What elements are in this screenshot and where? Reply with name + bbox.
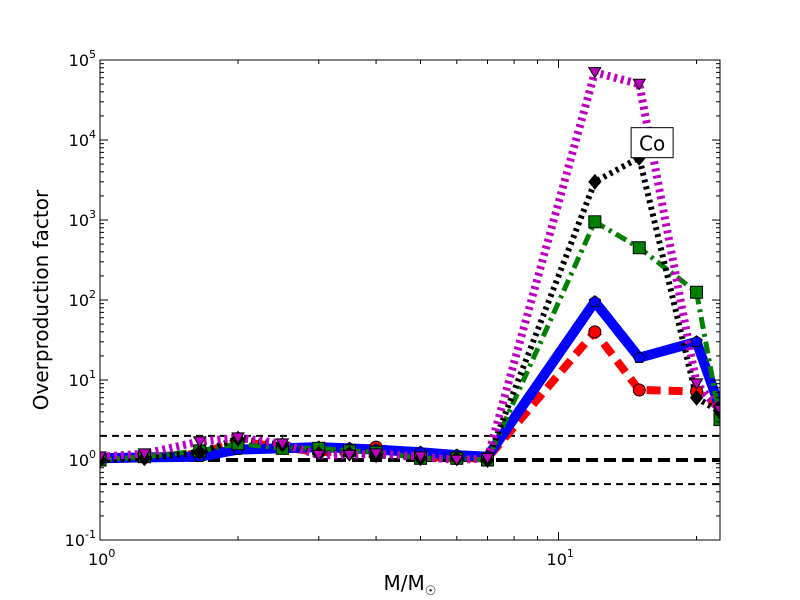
- y-tick-label-2-base: 10: [69, 371, 89, 390]
- series-4-point-9: [449, 454, 464, 467]
- series-2-point-13: [690, 285, 704, 299]
- series-1-point-13: [690, 335, 703, 348]
- series-3-point-2: [193, 444, 207, 461]
- x-axis-label: M/M☉: [384, 571, 437, 599]
- y-tick-label-1: 100: [69, 448, 96, 470]
- series-4-point-11: [587, 67, 602, 79]
- series-4-point-1: [137, 448, 152, 461]
- y-tick-label-6-base: 10: [69, 51, 89, 70]
- y-tick-label-5-exp: 4: [89, 128, 96, 141]
- y-tick-label-0-exp: -1: [85, 528, 96, 541]
- y-tick-label-4: 103: [69, 208, 96, 230]
- series-1-point-12: [632, 351, 646, 364]
- plot-layer: [100, 67, 720, 486]
- series-4-point-2: [192, 436, 207, 448]
- series-4-point-10: [480, 453, 495, 465]
- x-tick-label-1-exp: 1: [567, 547, 574, 560]
- y-tick-label-3-base: 10: [69, 291, 89, 310]
- x-axis-label-text: M/M: [384, 571, 425, 595]
- x-tick-label-1: 101: [547, 547, 574, 569]
- x-axis-label-symbol: ☉: [425, 584, 437, 599]
- annotation-co: Co: [630, 127, 674, 159]
- series-4-point-3: [231, 432, 245, 445]
- series-4-point-8: [413, 451, 428, 464]
- series-4-point-12: [632, 78, 647, 91]
- series-3-point-11: [588, 173, 602, 190]
- series-4-point-6: [342, 449, 357, 462]
- series-4-point-7: [369, 448, 383, 461]
- y-tick-label-3-exp: 2: [89, 288, 96, 301]
- series-3-point-13: [689, 389, 704, 406]
- y-tick-label-5-base: 10: [69, 131, 89, 150]
- series-2-point-12: [632, 241, 646, 255]
- x-tick-label-0-exp: 0: [108, 547, 115, 560]
- y-tick-label-5: 104: [69, 128, 96, 150]
- y-tick-label-1-exp: 0: [89, 448, 96, 461]
- x-tick-label-0-base: 10: [88, 550, 108, 569]
- series-1-point-11: [588, 295, 602, 308]
- y-tick-label-2-exp: 1: [89, 368, 96, 381]
- y-tick-label-6: 105: [69, 48, 96, 70]
- x-tick-label-1-base: 10: [547, 550, 567, 569]
- y-tick-label-3: 102: [69, 288, 96, 310]
- series-0-point-12: [632, 383, 646, 397]
- y-tick-label-4-exp: 3: [89, 208, 96, 221]
- series-4-point-4: [275, 438, 290, 451]
- y-tick-label-4-base: 10: [69, 211, 89, 230]
- y-tick-label-1-base: 10: [69, 451, 89, 470]
- series-line-4: [100, 68, 720, 464]
- series-0-point-11: [588, 325, 602, 339]
- y-tick-label-0-base: 10: [65, 531, 85, 550]
- series-4-point-13: [689, 378, 704, 391]
- series-2-point-14: [713, 413, 720, 427]
- y-tick-label-0: 10-1: [65, 528, 96, 550]
- y-tick-label-2: 101: [69, 368, 96, 390]
- annotation-box: [630, 127, 674, 159]
- series-2-point-11: [588, 215, 602, 229]
- x-tick-label-0: 100: [88, 547, 115, 569]
- plot-area: [100, 60, 720, 540]
- y-axis-label: Overproduction factor: [29, 189, 53, 410]
- series-4-point-5: [311, 449, 326, 462]
- series-4-point-14: [713, 404, 720, 417]
- annotation-text: Co: [639, 132, 665, 156]
- y-tick-label-6-exp: 5: [89, 48, 96, 61]
